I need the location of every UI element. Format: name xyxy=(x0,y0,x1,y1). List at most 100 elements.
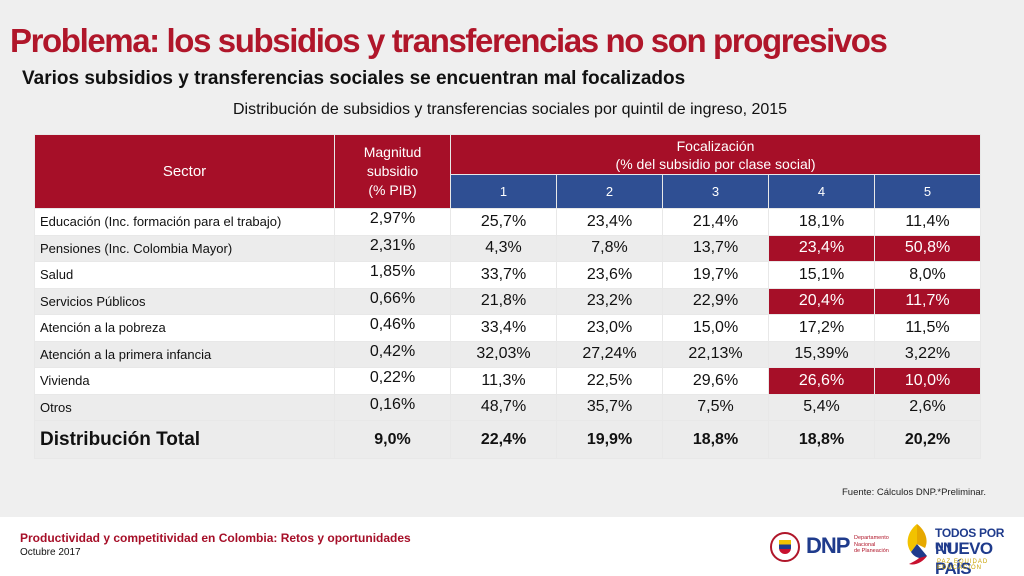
total-value-cell: 19,9% xyxy=(556,420,663,459)
quintile-value-cell: 20,4% xyxy=(768,287,875,315)
magnitude-cell: 0,66% xyxy=(334,287,451,315)
table-row: Vivienda 0,22% 11,3% 22,5% 29,6% 26,6% 10,0% xyxy=(34,367,982,395)
quintile-value-cell: 4,3% xyxy=(450,234,557,262)
colombia-seal-icon xyxy=(770,532,800,562)
quintile-value-cell: 15,0% xyxy=(662,314,769,342)
slide-title: Problema: los subsidios y transferencias… xyxy=(10,22,888,59)
header-magnitude: Magnitud subsidio (% PIB) xyxy=(334,134,451,209)
source-note: Fuente: Cálculos DNP.*Preliminar. xyxy=(842,487,986,498)
quintile-value-cell: 11,7% xyxy=(873,287,982,315)
sector-cell: Pensiones (Inc. Colombia Mayor) xyxy=(34,234,335,262)
total-value-cell: 18,8% xyxy=(768,420,875,459)
nuevo-pais-emblem-icon xyxy=(907,524,927,565)
quintile-value-cell: 29,6% xyxy=(662,367,769,395)
quintile-value-cell: 35,7% xyxy=(556,393,663,421)
footer-date: Octubre 2017 xyxy=(20,547,81,558)
quintile-value-cell: 2,6% xyxy=(873,393,982,421)
total-magnitude-cell: 9,0% xyxy=(334,420,451,459)
sector-cell: Atención a la pobreza xyxy=(34,314,335,342)
nuevo-pais-line3: PAZ EQUIDAD EDUCACIÓN xyxy=(937,559,989,571)
quintile-value-cell: 13,7% xyxy=(662,234,769,262)
sector-cell: Otros xyxy=(34,393,335,421)
sector-cell: Vivienda xyxy=(34,367,335,395)
footer-title: Productividad y competitividad en Colomb… xyxy=(20,531,411,545)
dnp-subtitle-line: Nacional xyxy=(854,541,876,548)
quintile-value-cell: 23,4% xyxy=(768,234,875,262)
magnitude-cell: 2,31% xyxy=(334,234,451,262)
sector-cell: Atención a la primera infancia xyxy=(34,340,335,368)
sector-cell: Educación (Inc. formación para el trabaj… xyxy=(34,208,335,236)
dnp-subtitle-line: Departamento xyxy=(854,535,889,541)
header-magnitude-line: (% PIB) xyxy=(368,182,417,198)
dnp-logo: DNP Departamento Nacional de Planeación xyxy=(770,531,900,563)
quintile-value-cell: 22,5% xyxy=(556,367,663,395)
header-focalization: Focalización (% del subsidio por clase s… xyxy=(449,134,982,175)
quintile-value-cell: 15,39% xyxy=(768,340,875,368)
slide-subtitle: Varios subsidios y transferencias social… xyxy=(22,68,686,89)
quintile-value-cell: 22,13% xyxy=(662,340,769,368)
table-row: Atención a la pobreza 0,46% 33,4% 23,0% 15,0… xyxy=(34,314,982,342)
table-body: Educación (Inc. formación para el trabaj… xyxy=(34,208,982,459)
quintile-value-cell: 23,2% xyxy=(556,287,663,315)
subsidies-table: Sector Magnitud subsidio (% PIB) Focaliz… xyxy=(34,134,982,459)
quintile-value-cell: 25,7% xyxy=(450,208,557,236)
quintile-value-cell: 33,4% xyxy=(450,314,557,342)
quintile-value-cell: 7,8% xyxy=(556,234,663,262)
magnitude-cell: 1,85% xyxy=(334,261,451,289)
header-focalization-title: Focalización xyxy=(676,137,755,154)
quintile-header: 1 xyxy=(450,174,557,209)
sector-cell: Salud xyxy=(34,261,335,289)
quintile-value-cell: 32,03% xyxy=(450,340,557,368)
quintile-value-cell: 10,0% xyxy=(873,367,982,395)
table-row: Otros 0,16% 48,7% 35,7% 7,5% 5,4% 2,6% xyxy=(34,393,982,421)
quintile-value-cell: 23,4% xyxy=(556,208,663,236)
total-value-cell: 22,4% xyxy=(450,420,557,459)
total-value-cell: 18,8% xyxy=(662,420,769,459)
quintile-value-cell: 3,22% xyxy=(873,340,982,368)
header-sector: Sector xyxy=(34,134,335,209)
total-value-cell: 20,2% xyxy=(873,420,982,459)
quintile-value-cell: 11,3% xyxy=(450,367,557,395)
table-row: Servicios Públicos 0,66% 21,8% 23,2% 22,9% 20… xyxy=(34,287,982,315)
dnp-subtitle-line: de Planeación xyxy=(854,548,889,554)
quintile-value-cell: 5,4% xyxy=(768,393,875,421)
quintile-value-cell: 48,7% xyxy=(450,393,557,421)
quintile-value-cell: 23,0% xyxy=(556,314,663,342)
table-row: Educación (Inc. formación para el trabaj… xyxy=(34,208,982,236)
magnitude-cell: 0,42% xyxy=(334,340,451,368)
quintile-value-cell: 27,24% xyxy=(556,340,663,368)
quintile-value-cell: 8,0% xyxy=(873,261,982,289)
nuevo-pais-logo: TODOS POR UN NUEVO PAÍS PAZ EQUIDAD EDUC… xyxy=(903,520,1021,576)
quintile-value-cell: 33,7% xyxy=(450,261,557,289)
quintile-value-cell: 11,4% xyxy=(873,208,982,236)
magnitude-cell: 0,22% xyxy=(334,367,451,395)
magnitude-cell: 0,46% xyxy=(334,314,451,342)
table-caption: Distribución de subsidios y transferenci… xyxy=(233,101,788,118)
quintile-value-cell: 7,5% xyxy=(662,393,769,421)
quintile-header: 2 xyxy=(556,174,663,209)
sector-cell: Servicios Públicos xyxy=(34,287,335,315)
quintile-header: 4 xyxy=(768,174,875,209)
nuevo-pais-line2: NUEVO PAÍS xyxy=(935,539,993,576)
dnp-logo-subtitle: Departamento Nacional de Planeación xyxy=(854,535,898,555)
quintile-header: 5 xyxy=(873,174,982,209)
table-row: Salud 1,85% 33,7% 23,6% 19,7% 15,1% 8,0% xyxy=(34,261,982,289)
total-label: Distribución Total xyxy=(34,420,335,459)
quintile-value-cell: 11,5% xyxy=(873,314,982,342)
table-row: Atención a la primera infancia 0,42% 32,03… xyxy=(34,340,982,368)
quintile-value-cell: 26,6% xyxy=(768,367,875,395)
footer-bar xyxy=(0,517,1024,576)
nuevo-pais-line1: TODOS POR UN xyxy=(935,526,1005,554)
dnp-logo-text: DNP xyxy=(806,533,850,558)
quintile-value-cell: 17,2% xyxy=(768,314,875,342)
quintile-value-cell: 21,8% xyxy=(450,287,557,315)
magnitude-cell: 0,16% xyxy=(334,393,451,421)
header-focalization-subtitle: (% del subsidio por clase social) xyxy=(615,155,816,172)
quintile-value-cell: 15,1% xyxy=(768,261,875,289)
total-row: Distribución Total 9,0% 22,4% 19,9% 18,8% 18,… xyxy=(34,420,982,459)
quintile-value-cell: 18,1% xyxy=(768,208,875,236)
quintile-value-cell: 19,7% xyxy=(662,261,769,289)
header-magnitude-line: subsidio xyxy=(366,163,419,179)
quintile-value-cell: 23,6% xyxy=(556,261,663,289)
